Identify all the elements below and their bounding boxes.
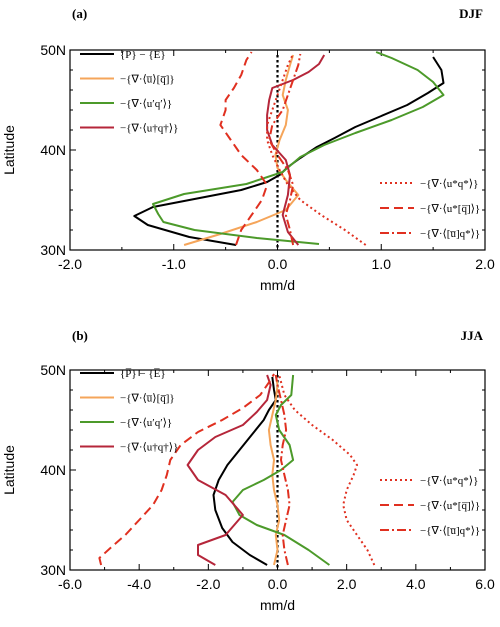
legend-entry-6: −{∇·⟨u*[q̅]⟩} xyxy=(420,500,480,512)
y-tick-label: 40N xyxy=(40,142,66,158)
x-axis-label: mm/d xyxy=(260,597,295,613)
legend-entry-6: −{∇·⟨u*[q̅]⟩} xyxy=(420,203,480,215)
x-axis-label: mm/d xyxy=(260,277,295,293)
x-tick-label: 2.0 xyxy=(337,576,357,592)
legend-entry-5: −{∇·⟨u*q*⟩} xyxy=(420,178,478,190)
series-line-4 xyxy=(186,374,272,566)
legend-entry-2: −{∇·⟨u̅⟩[q̅]} xyxy=(120,74,175,86)
y-tick-label: 30N xyxy=(40,562,66,578)
season-label: JJA xyxy=(461,328,484,343)
series-line-6 xyxy=(98,373,275,566)
x-tick-label: 1.0 xyxy=(372,256,392,272)
x-tick-label: 0.0 xyxy=(268,576,288,592)
x-tick-label: -6.0 xyxy=(58,576,82,592)
legend-entry-7: −{∇·⟨[u̅]q*⟩} xyxy=(420,525,480,537)
legend-entry-2: −{∇·⟨u̅⟩[q̅]} xyxy=(120,393,175,405)
legend-entry-3: −{∇·⟨u′q′⟩} xyxy=(120,417,172,429)
y-tick-label: 50N xyxy=(40,362,66,378)
series-line-3 xyxy=(231,374,330,566)
x-tick-label: -2.0 xyxy=(196,576,220,592)
x-tick-label: -1.0 xyxy=(162,256,186,272)
x-tick-label: 6.0 xyxy=(475,576,495,592)
legend-entry-1: {P̅} − {E̅} xyxy=(120,49,166,61)
series-line-6 xyxy=(219,51,269,246)
x-tick-label: 2.0 xyxy=(475,256,495,272)
series-line-7 xyxy=(274,374,291,566)
panel-b-jja: -6.0 -4.0 -2.0 0.0 2.0 4.0 6.0 30N 40N 50N mm/d Lat… xyxy=(1,328,495,613)
y-tick-label: 40N xyxy=(40,462,66,478)
series-line-4 xyxy=(266,54,326,246)
series-line-5 xyxy=(266,53,367,246)
series-line-5 xyxy=(278,374,376,566)
x-tick-label: -2.0 xyxy=(58,256,82,272)
series-line-7 xyxy=(268,53,302,246)
legend-entry-1: {P̅} − {E̅} xyxy=(120,368,166,380)
season-label: DJF xyxy=(459,6,483,21)
x-tick-label: 4.0 xyxy=(406,576,426,592)
y-axis-label: Latitude xyxy=(1,125,17,175)
series-line-3 xyxy=(152,51,445,245)
legend-entry-7: −{∇·⟨[u̅]q*⟩} xyxy=(420,228,480,240)
legend-entry-4: −{∇·⟨u†q†⟩} xyxy=(120,442,178,454)
panel-a-djf: -2.0 -1.0 0.0 1.0 2.0 30N 40N 50N mm/d Latitude (a… xyxy=(1,6,495,293)
legend-entry-5: −{∇·⟨u*q*⟩} xyxy=(420,475,478,487)
series-line-1 xyxy=(133,56,445,246)
x-tick-label: 0.0 xyxy=(268,256,288,272)
x-tick-label: -4.0 xyxy=(127,576,151,592)
panel-label: (a) xyxy=(72,6,87,21)
y-tick-label: 50N xyxy=(40,42,66,58)
panel-label: (b) xyxy=(72,328,88,343)
series-line-1 xyxy=(212,376,277,566)
y-axis-label: Latitude xyxy=(1,445,17,495)
legend-entry-4: −{∇·⟨u†q†⟩} xyxy=(120,123,178,135)
series-line-2 xyxy=(183,54,300,246)
y-tick-label: 30N xyxy=(40,242,66,258)
legend-entry-3: −{∇·⟨u′q′⟩} xyxy=(120,98,172,110)
